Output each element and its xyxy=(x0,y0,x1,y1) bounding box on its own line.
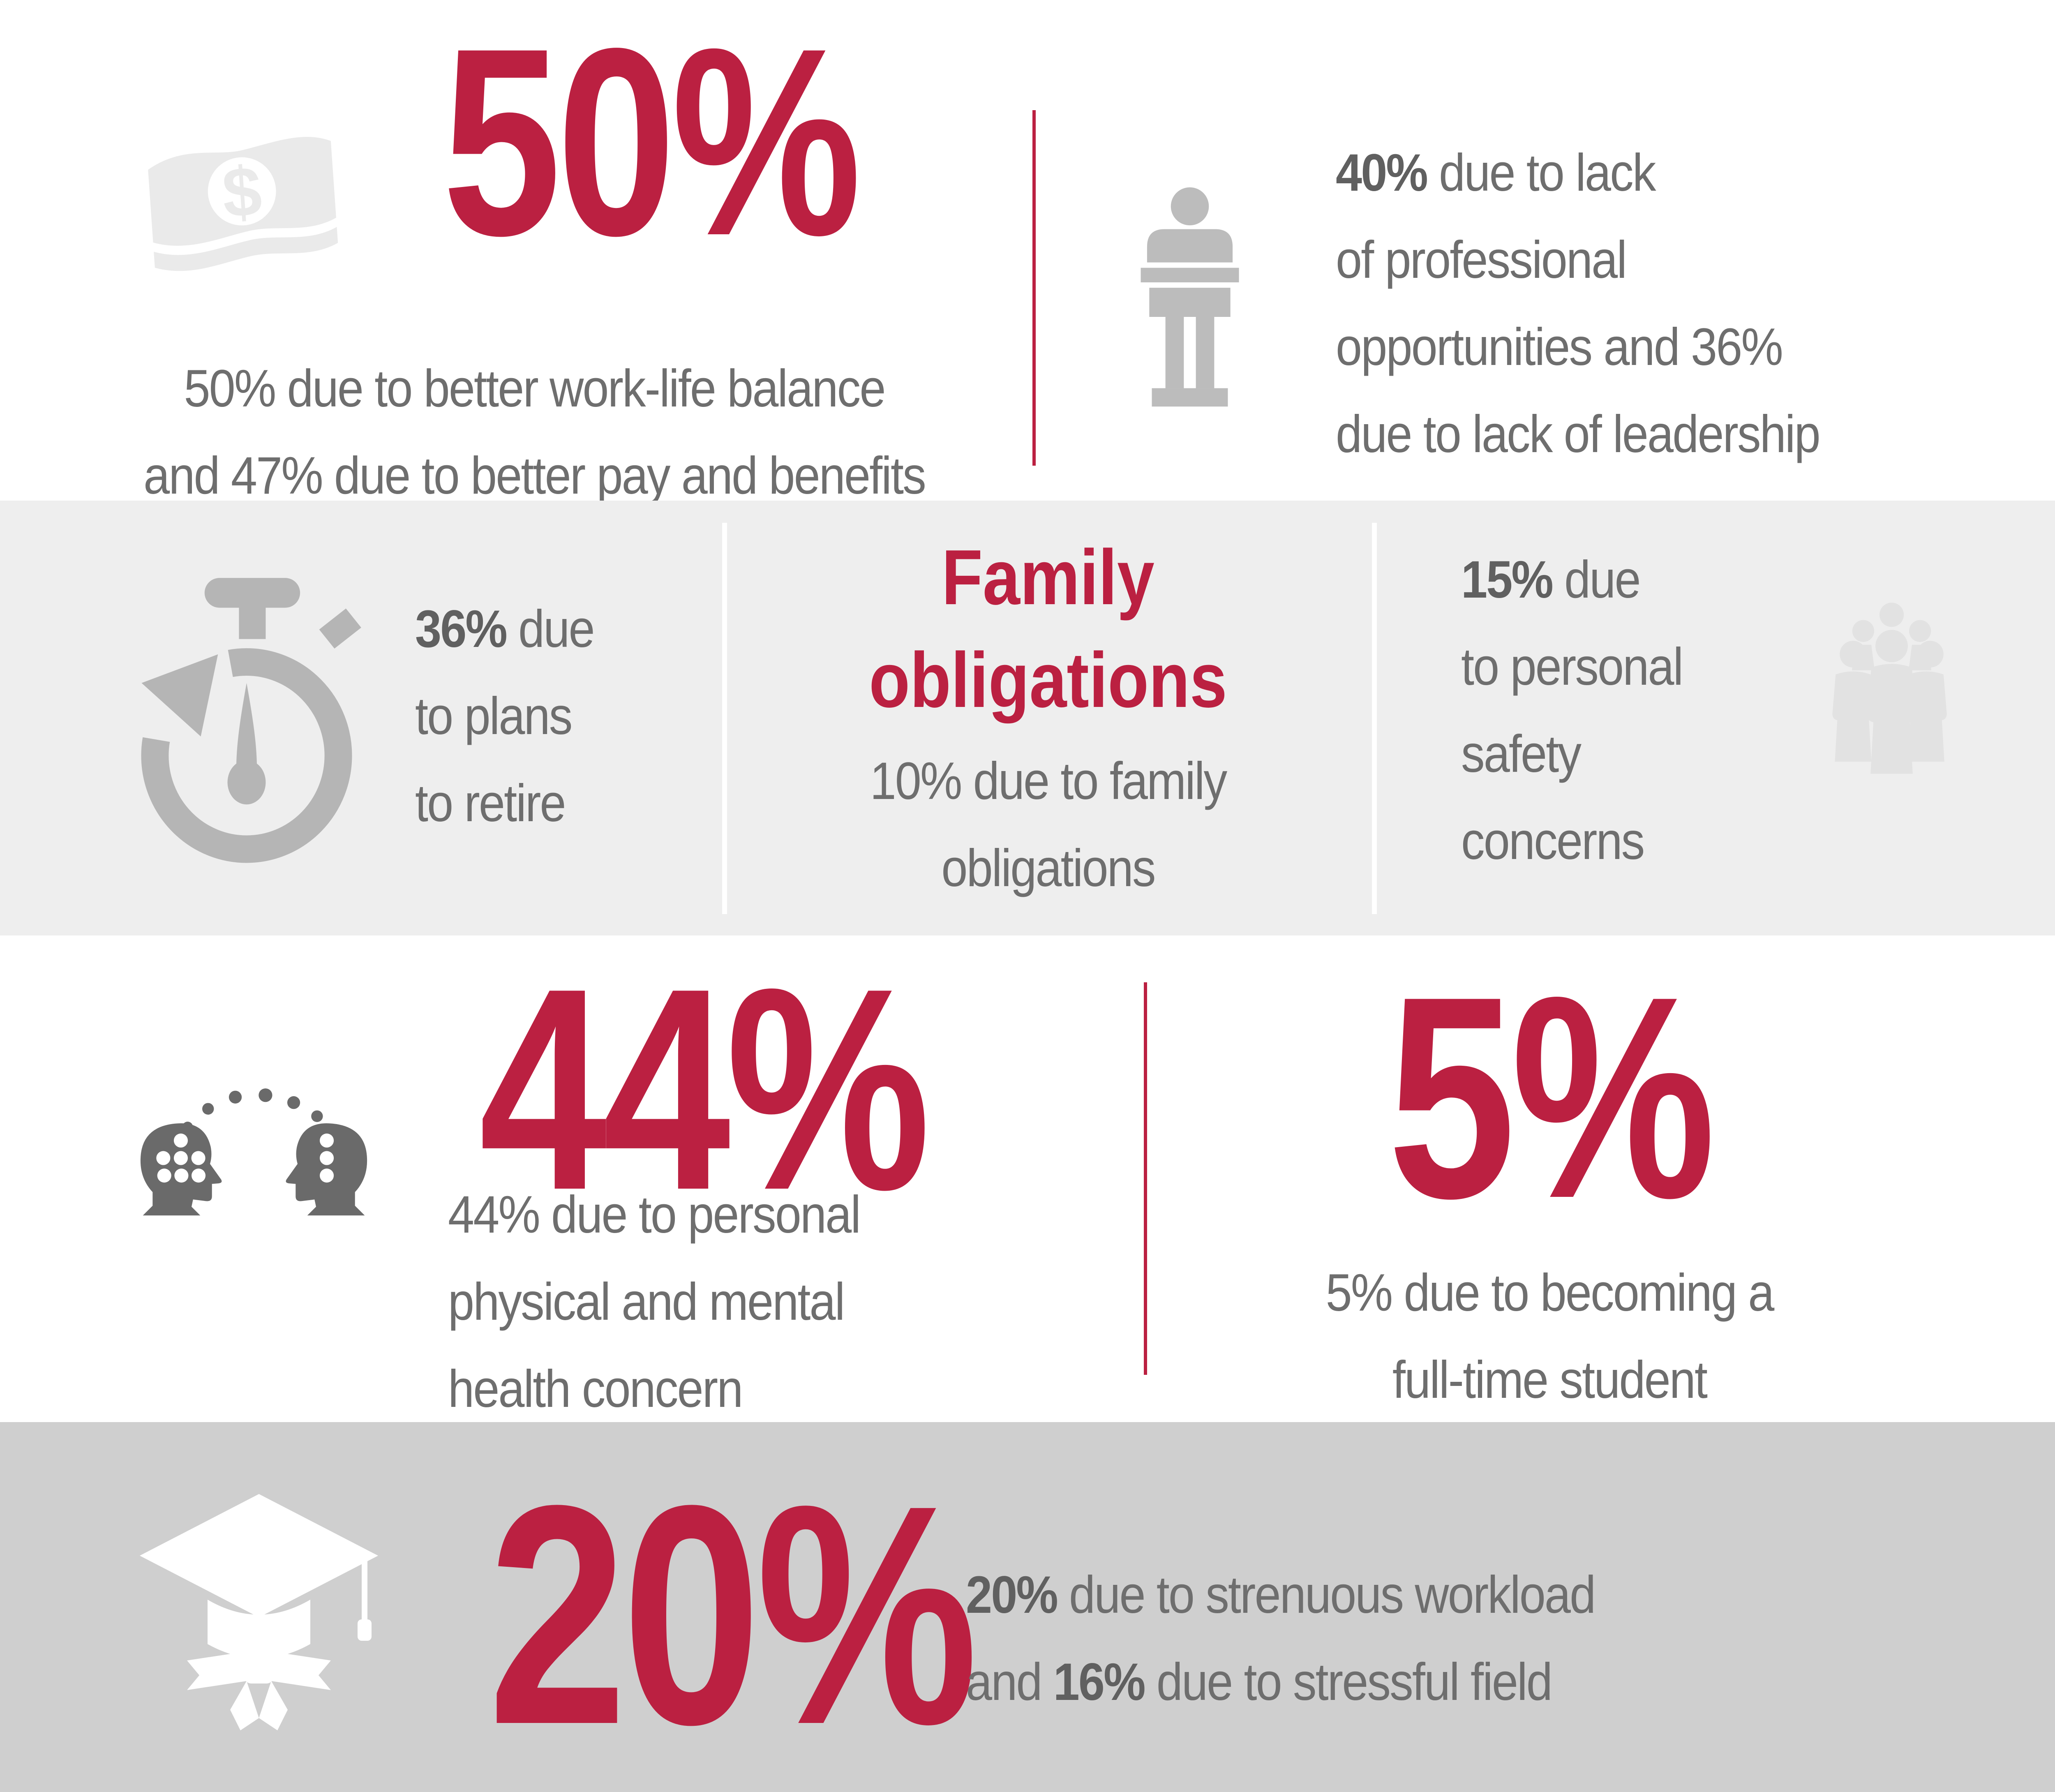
text-line: opportunities and 36% xyxy=(1336,318,1783,376)
student-description: 5% due to becoming a full-time student xyxy=(1302,1249,1797,1424)
text-line: to personal xyxy=(1461,637,1683,696)
speaker-lectern-icon xyxy=(1114,154,1266,456)
text-line: 15% due xyxy=(1461,550,1641,609)
people-group-icon xyxy=(1815,599,1969,774)
title-line: Family xyxy=(942,534,1154,621)
text-line: to plans xyxy=(415,687,573,746)
section-workload: 20% 20% due to strenuous workload and 16… xyxy=(0,1422,2055,1792)
text-line: health concern xyxy=(448,1360,743,1418)
text-line: 5% due to becoming a xyxy=(1325,1263,1775,1322)
text-line: 40% due to lack xyxy=(1336,143,1656,202)
bold-percentage: 20% xyxy=(966,1566,1058,1624)
opportunities-description: 40% due to lack of professional opportun… xyxy=(1336,129,1821,478)
stat-50-percent: 50% xyxy=(442,0,861,291)
section-retire-family-safety: 36% due to plans to retire Family obliga… xyxy=(0,501,2055,935)
bold-percentage: 36% xyxy=(415,600,508,658)
divider-red-middle xyxy=(1144,982,1147,1375)
text-line: obligations xyxy=(941,839,1156,898)
section-work-life-and-opportunities: $ 50% 50% due to better work-life balanc… xyxy=(0,0,2055,505)
text-line: concerns xyxy=(1461,812,1645,871)
bold-percentage: 40% xyxy=(1336,143,1428,202)
text-line: due to lack of leadership xyxy=(1336,405,1821,464)
stopwatch-icon xyxy=(119,557,374,882)
dollar-symbol: $ xyxy=(220,152,264,233)
text-line: 36% due xyxy=(415,600,595,658)
stat-44-percent: 44% xyxy=(479,928,931,1250)
divider-white-right xyxy=(1372,523,1377,914)
bold-percentage: 16% xyxy=(1053,1653,1146,1711)
text-line: safety xyxy=(1461,725,1582,783)
retire-description: 36% due to plans to retire xyxy=(415,586,595,847)
stat-5-percent: 5% xyxy=(1388,937,1716,1258)
section-health-and-student: 44% 44% due to personal physical and men… xyxy=(0,935,2055,1422)
safety-description: 15% due to personal safety concerns xyxy=(1461,536,1683,885)
text-line: of professional xyxy=(1336,231,1627,289)
text-line: to retire xyxy=(415,774,566,833)
text-line: physical and mental xyxy=(448,1272,845,1331)
family-obligations-title: Family obligations xyxy=(794,526,1302,732)
workload-description: 20% due to strenuous workload and 16% du… xyxy=(966,1552,1596,1726)
text-line: 20% due to strenuous workload xyxy=(966,1566,1596,1624)
divider-white-left xyxy=(722,523,727,914)
graduation-cap-icon xyxy=(123,1488,395,1730)
work-life-description: 50% due to better work-life balance and … xyxy=(105,345,963,520)
text-line: 44% due to personal xyxy=(448,1185,861,1244)
stat-20-percent: 20% xyxy=(488,1441,979,1790)
money-bill-icon: $ xyxy=(140,119,345,279)
title-line: obligations xyxy=(869,637,1227,724)
health-description: 44% due to personal physical and mental … xyxy=(448,1171,861,1433)
text-line: full-time student xyxy=(1392,1351,1708,1409)
text-line: 10% due to family xyxy=(870,752,1228,811)
divider-red-top xyxy=(1032,110,1036,466)
family-obligations-description: 10% due to family obligations xyxy=(782,738,1314,912)
bold-percentage: 15% xyxy=(1461,550,1554,609)
text-line: 50% due to better work-life balance xyxy=(184,359,886,418)
text-line: and 16% due to stressful field xyxy=(966,1653,1553,1711)
two-heads-exchange-icon xyxy=(125,1051,382,1252)
text-line: and 47% due to better pay and benefits xyxy=(143,446,926,505)
